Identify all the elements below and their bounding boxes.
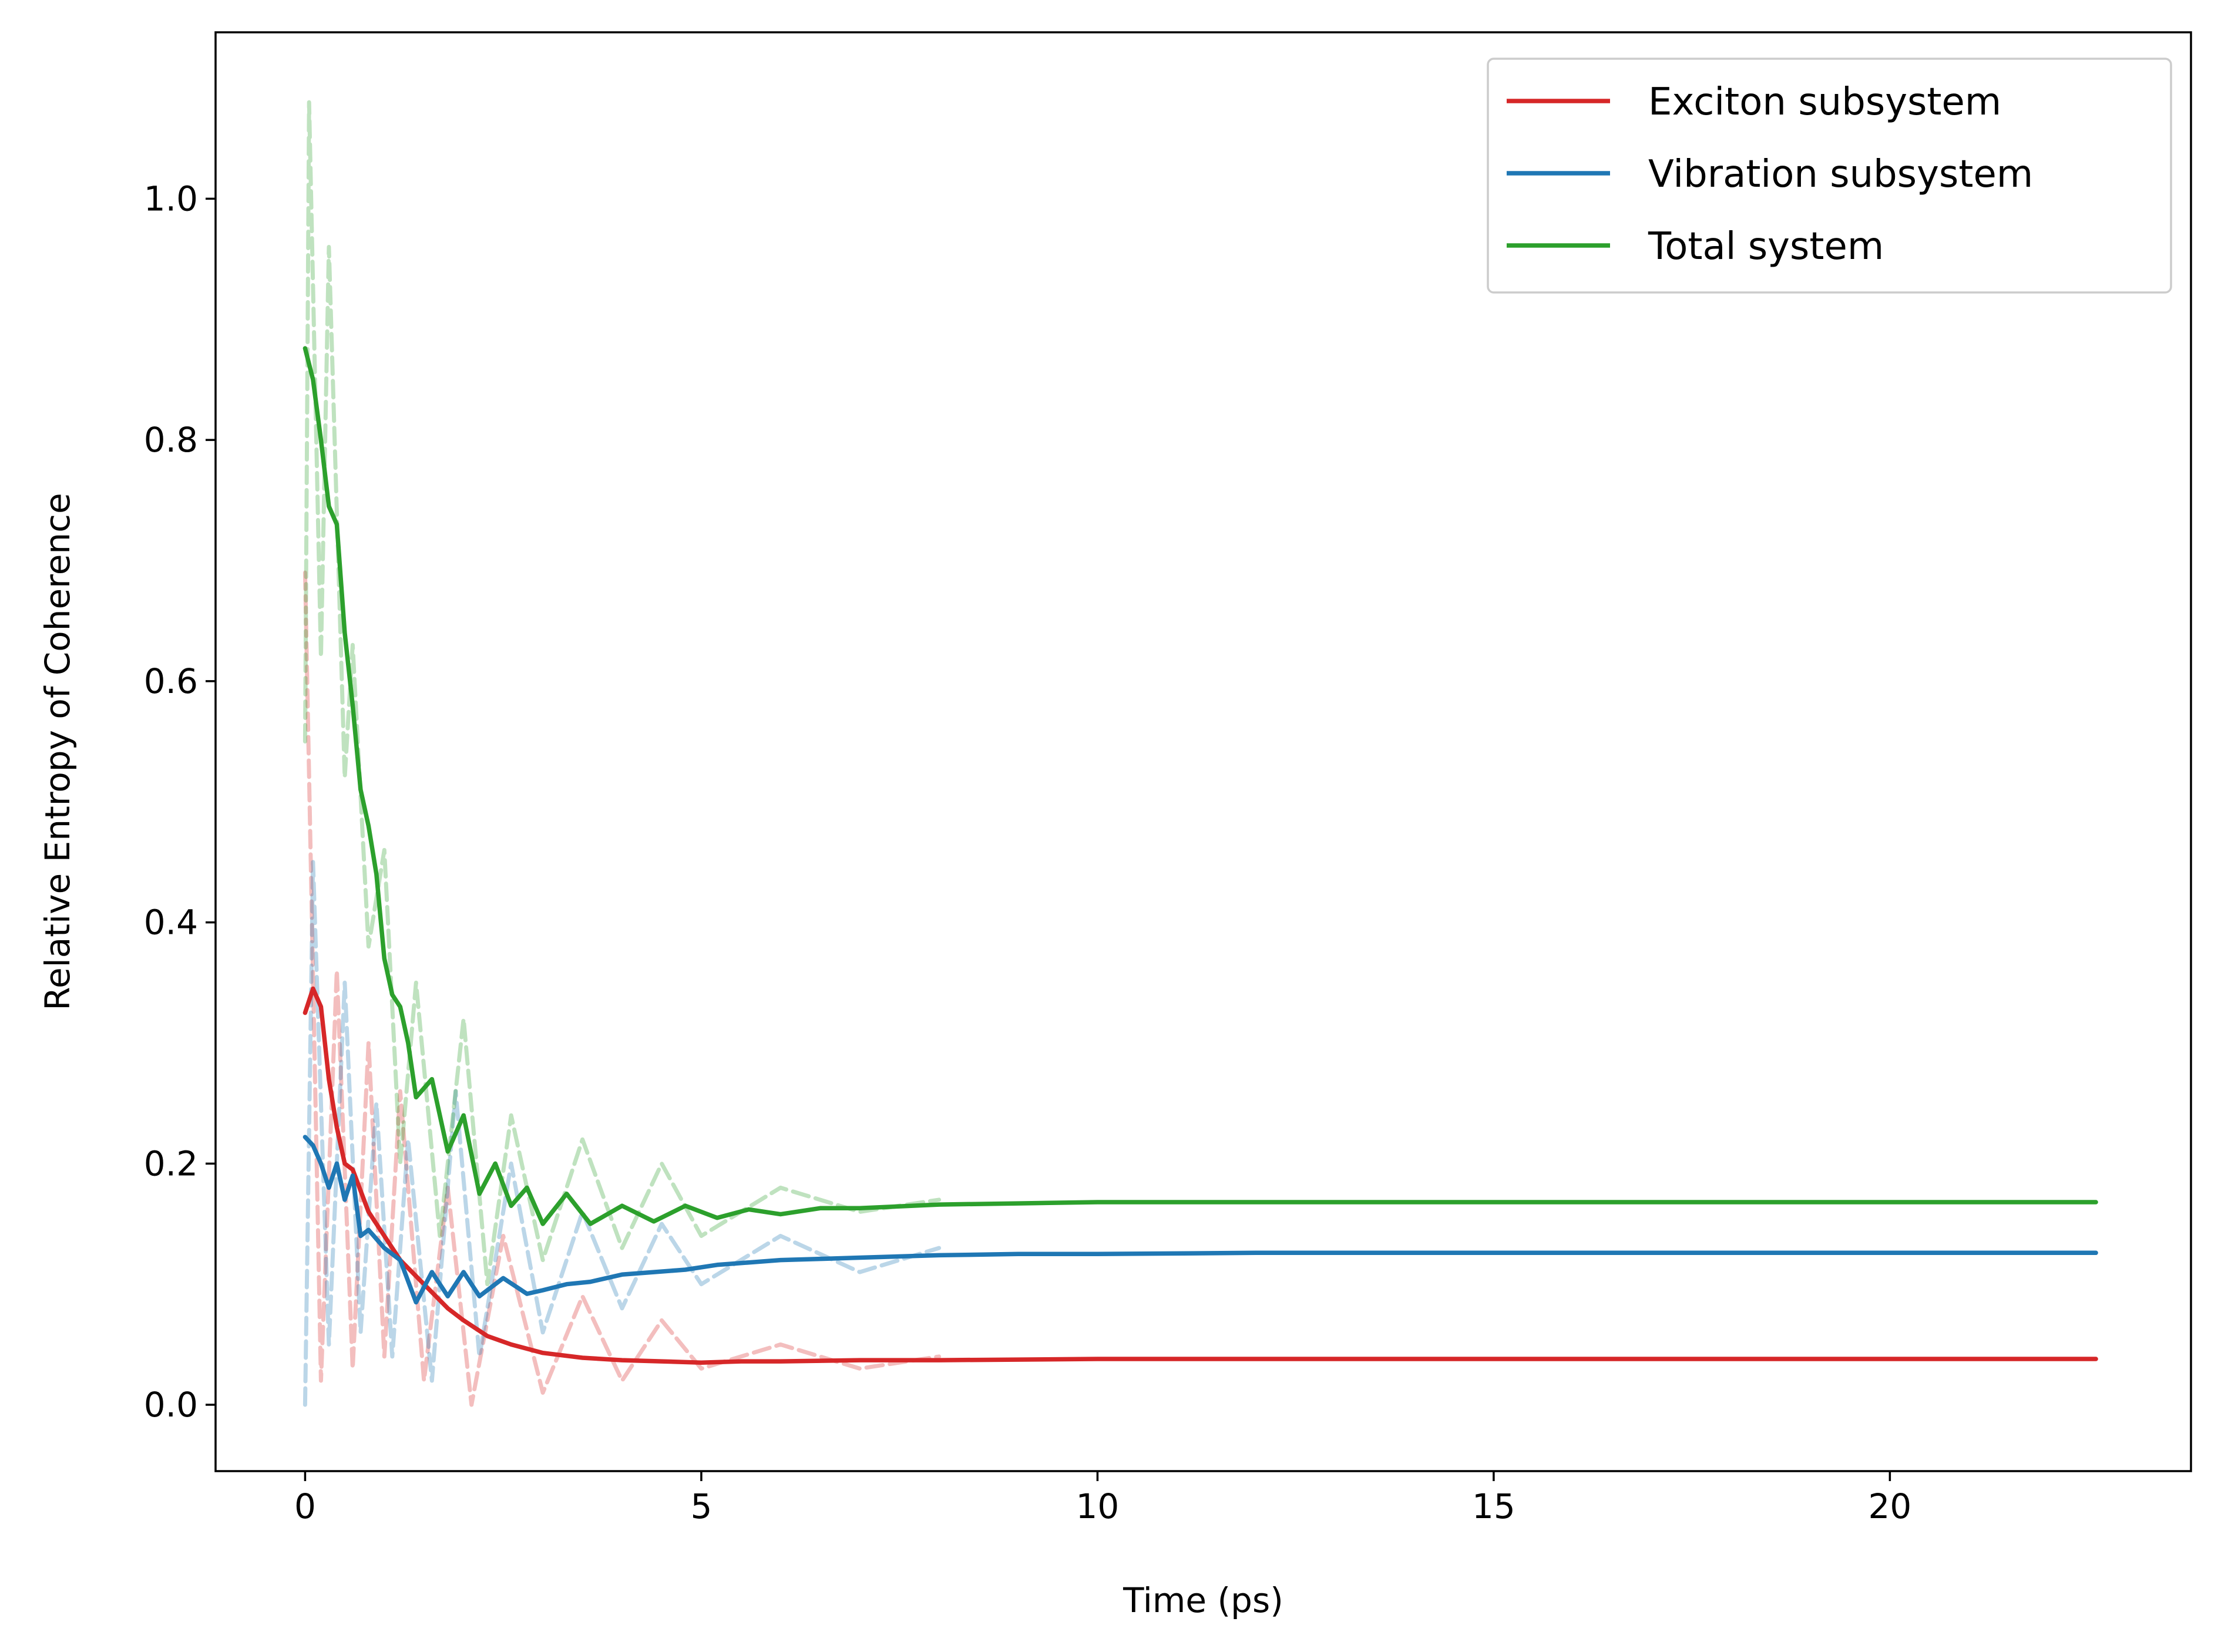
x-tick-label: 10 [1076,1486,1120,1526]
x-tick-label: 5 [690,1486,712,1526]
series-line-exciton-subsystem-raw [303,570,942,1407]
series-line-total-system [303,346,2098,1226]
y-tick-label: 0.0 [144,1385,198,1425]
y-tick-label: 0.2 [144,1143,198,1183]
series-line-total-system-raw [303,100,942,1287]
y-tick-label: 0.8 [144,420,198,460]
y-tick-label: 1.0 [144,179,198,218]
x-tick-label: 20 [1868,1486,1911,1526]
series-group [303,100,2098,1407]
series-line-exciton-subsystem [303,986,2098,1365]
y-tick-label: 0.4 [144,903,198,943]
legend-box [1487,58,2172,294]
plot-area [303,100,2098,1407]
plot-frame [214,31,2192,1472]
axes: 0 5 10 15 20 0.0 0.2 0.4 0.6 0.8 1.0 [144,31,2192,1526]
legend-label: Exciton subsystem [1648,80,2001,124]
series-line-vibration-subsystem [303,1135,2098,1305]
x-axis-label: Time (ps) [1123,1580,1283,1620]
legend: Exciton subsystem Vibration subsystem Tota… [1487,58,2172,294]
legend-label: Total system [1648,225,1884,268]
series-line-vibration-subsystem-raw [303,860,942,1407]
x-tick-label: 15 [1472,1486,1515,1526]
y-tick-label: 0.6 [144,661,198,701]
y-axis-label: Relative Entropy of Coherence [38,493,78,1010]
legend-label: Vibration subsystem [1648,153,2033,196]
x-tick-label: 0 [294,1486,316,1526]
